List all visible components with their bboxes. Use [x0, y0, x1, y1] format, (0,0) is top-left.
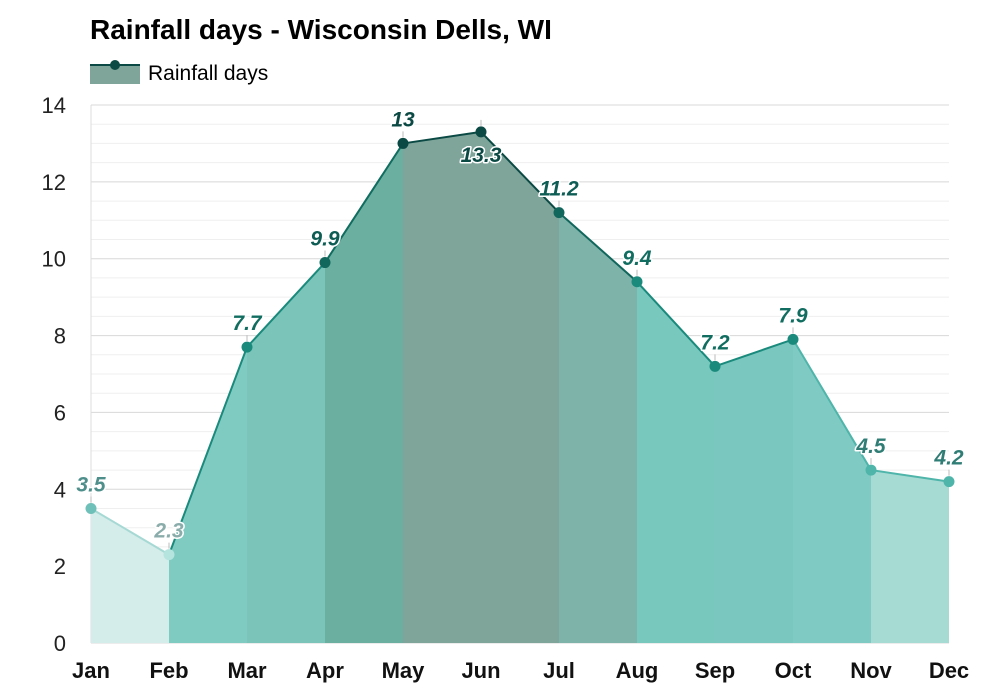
- x-tick-label: May: [382, 658, 426, 683]
- y-tick-label: 8: [54, 324, 66, 349]
- data-point: [943, 476, 955, 488]
- data-point: [865, 464, 877, 476]
- x-tick-label: Jul: [543, 658, 575, 683]
- area-segment: [91, 508, 169, 643]
- data-label: 13.3: [461, 144, 502, 167]
- data-label: 11.2: [539, 178, 579, 201]
- data-label: 4.5: [855, 435, 886, 458]
- y-axis-ticks: 0 2 4 6 8 10 12 14: [42, 93, 66, 656]
- x-tick-label: Sep: [695, 658, 735, 683]
- data-label: 13: [391, 108, 415, 131]
- data-point: [241, 341, 253, 353]
- y-tick-label: 14: [42, 93, 66, 118]
- legend-swatch: [90, 60, 140, 84]
- area-segment: [637, 281, 715, 643]
- data-point: [553, 207, 565, 219]
- y-tick-label: 4: [54, 477, 66, 502]
- data-point: [787, 333, 799, 345]
- series-line-segment: [636, 280, 716, 368]
- data-point: [631, 276, 643, 288]
- series-line-segment: [870, 469, 950, 483]
- legend[interactable]: Rainfall days: [90, 60, 268, 88]
- data-point: [475, 126, 487, 138]
- x-tick-label: Aug: [616, 658, 659, 683]
- data-label: 4.2: [933, 447, 964, 470]
- area-segment: [325, 143, 403, 643]
- area-segment: [559, 212, 637, 643]
- data-point: [85, 503, 97, 514]
- series-line-segment: [402, 130, 482, 145]
- data-labels: 3.5 2.3 7.7 9.9 13 13.3 11.2 9.4 7.2 7.9 4.5 4.2: [75, 107, 966, 544]
- x-tick-label: Jun: [461, 658, 500, 683]
- data-label: 7.7: [232, 312, 263, 335]
- series-line: [90, 130, 950, 556]
- series-line-segment: [324, 142, 404, 264]
- data-point: [709, 360, 721, 372]
- y-tick-label: 6: [54, 400, 66, 425]
- y-tick-label: 2: [54, 554, 66, 579]
- area-segment: [247, 262, 325, 643]
- area-segment: [793, 339, 871, 643]
- x-tick-label: Jan: [72, 658, 110, 683]
- x-axis-ticks: Jan Feb Mar Apr May Jun Jul Aug Sep Oct Nov Dec: [72, 658, 969, 683]
- y-tick-label: 12: [42, 170, 66, 195]
- series-line-segment: [90, 507, 170, 556]
- data-label: 9.4: [622, 247, 652, 270]
- series-line-segment: [168, 346, 248, 556]
- area-fill: [91, 131, 949, 643]
- x-tick-label: Dec: [929, 658, 969, 683]
- legend-label: Rainfall days: [148, 62, 269, 85]
- series-line-segment: [558, 211, 638, 283]
- series-line-segment: [792, 338, 872, 472]
- y-tick-label: 0: [54, 631, 66, 656]
- x-tick-label: Nov: [850, 658, 892, 683]
- data-points: [85, 119, 955, 561]
- x-tick-label: Oct: [775, 658, 812, 683]
- data-label: 3.5: [76, 474, 106, 497]
- x-tick-label: Apr: [306, 658, 344, 683]
- series-line-segment: [714, 338, 794, 368]
- data-point: [319, 257, 331, 269]
- x-tick-label: Feb: [149, 658, 188, 683]
- area-segment: [403, 131, 481, 643]
- data-label: 2.3: [153, 520, 184, 543]
- data-label: 7.9: [778, 304, 808, 327]
- area-segment: [481, 131, 559, 643]
- series-line-segment: [480, 130, 560, 214]
- data-point: [397, 137, 409, 149]
- area-segment: [169, 347, 247, 643]
- data-point: [163, 549, 175, 561]
- area-segment: [715, 339, 793, 643]
- x-tick-label: Mar: [227, 658, 267, 683]
- y-tick-label: 10: [42, 247, 66, 272]
- data-label: 7.2: [700, 331, 730, 354]
- area-segment: [871, 470, 949, 643]
- series-line-segment: [246, 261, 326, 349]
- data-label: 9.9: [310, 228, 340, 251]
- chart-title: Rainfall days - Wisconsin Dells, WI: [90, 14, 552, 45]
